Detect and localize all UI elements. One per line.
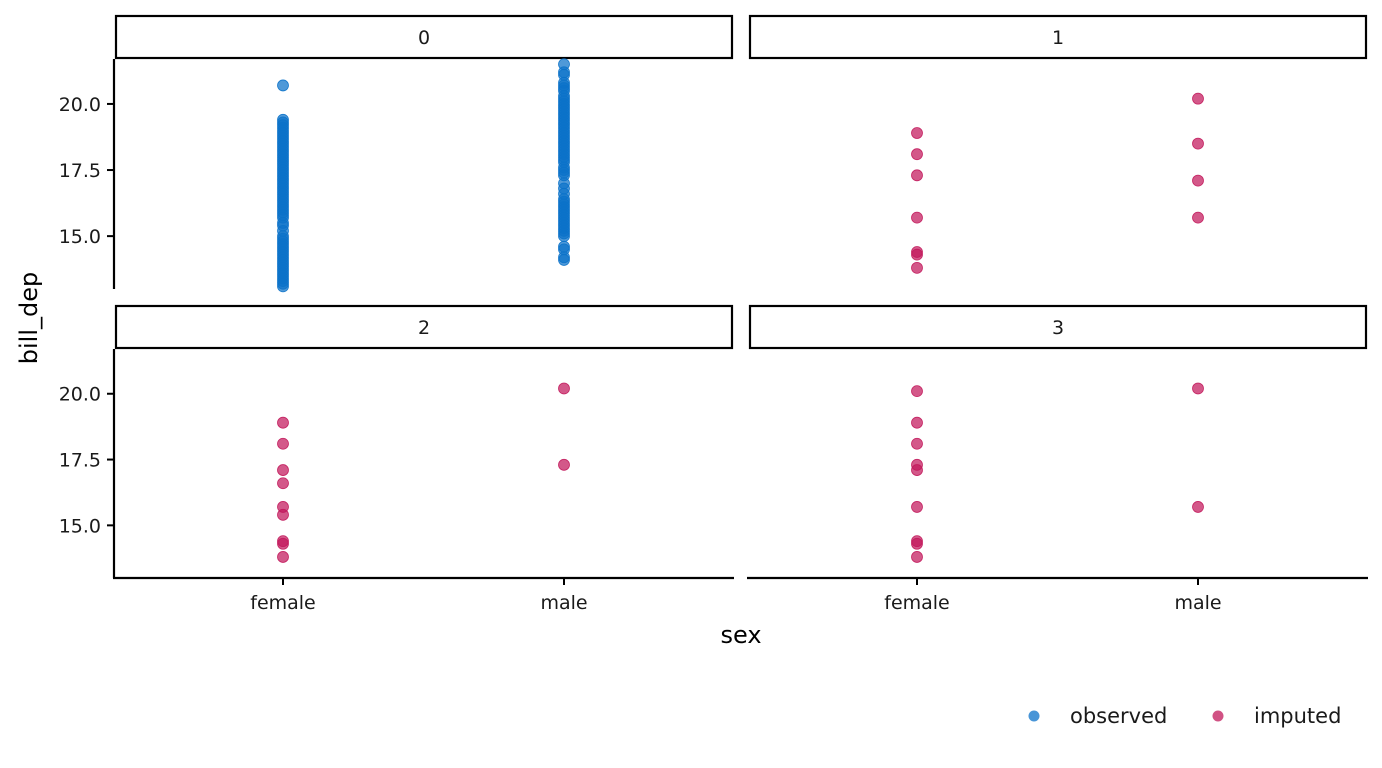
data-point-imputed <box>277 416 289 429</box>
y-tick-label: 15.0 <box>59 515 101 537</box>
data-point-imputed <box>1192 92 1204 105</box>
legend-marker-observed <box>1028 710 1040 722</box>
data-point-imputed <box>911 169 923 182</box>
points-layer <box>277 58 1204 563</box>
data-point-imputed <box>1192 137 1204 150</box>
legend-marker-imputed <box>1212 710 1224 722</box>
data-point-imputed <box>911 437 923 450</box>
data-point-imputed <box>277 477 289 490</box>
facet-strip-0 <box>114 14 734 60</box>
data-point-imputed <box>911 464 923 476</box>
facet-panel-2: 2 15.0 17.5 20.0 female male <box>59 304 734 614</box>
legend: observed imputed <box>1028 704 1341 728</box>
y-axis-title: bill_dep <box>15 272 43 364</box>
facet-panel-0: 0 15.0 17.5 20.0 <box>59 14 734 289</box>
data-point-imputed <box>1192 501 1204 513</box>
facet-strip-2 <box>114 304 734 350</box>
legend-label-imputed: imputed <box>1254 704 1341 728</box>
x-tick-label: male <box>1174 592 1221 614</box>
data-point-imputed <box>911 501 923 513</box>
legend-label-observed: observed <box>1070 704 1167 728</box>
facet-strip-1 <box>748 14 1368 60</box>
facet-panel-1: 1 <box>748 14 1368 60</box>
facet-strip-3 <box>748 304 1368 350</box>
data-point-imputed <box>911 148 923 161</box>
data-point-imputed <box>558 458 570 471</box>
data-point-imputed <box>911 537 923 550</box>
data-point-imputed <box>277 537 289 550</box>
panels-layer: 0 15.0 17.5 20.0 1 2 15.0 17.5 20.0 female male 3 fe… <box>59 14 1368 614</box>
y-tick-label: 20.0 <box>59 384 101 406</box>
y-tick-label: 17.5 <box>59 450 101 472</box>
data-point-observed <box>558 254 570 266</box>
data-point-imputed <box>911 551 923 563</box>
data-point-observed <box>277 79 289 92</box>
data-point-imputed <box>911 127 923 139</box>
y-tick-label: 15.0 <box>59 226 101 248</box>
data-point-imputed <box>911 385 923 398</box>
x-tick-label: female <box>884 592 950 614</box>
y-tick-label: 20.0 <box>59 94 101 116</box>
data-point-imputed <box>911 211 923 224</box>
facet-strip-label: 3 <box>1052 317 1064 339</box>
data-point-imputed <box>277 464 289 476</box>
x-tick-label: male <box>540 592 587 614</box>
data-point-imputed <box>911 248 923 261</box>
facet-panel-3: 3 female male <box>747 304 1368 614</box>
data-point-imputed <box>277 508 289 521</box>
y-tick-label: 17.5 <box>59 160 101 182</box>
data-point-imputed <box>277 437 289 450</box>
data-point-observed <box>277 280 289 293</box>
data-point-imputed <box>558 382 570 395</box>
data-point-observed <box>558 230 570 243</box>
data-point-imputed <box>1192 382 1204 395</box>
data-point-imputed <box>277 551 289 563</box>
data-point-imputed <box>911 261 923 274</box>
data-point-imputed <box>1192 174 1204 187</box>
data-point-imputed <box>911 416 923 429</box>
data-point-imputed <box>1192 211 1204 224</box>
x-axis-title: sex <box>720 621 761 649</box>
facet-strip-label: 1 <box>1052 27 1064 49</box>
facet-strip-label: 2 <box>418 317 430 339</box>
facet-strip-label: 0 <box>418 27 430 49</box>
x-tick-label: female <box>250 592 316 614</box>
